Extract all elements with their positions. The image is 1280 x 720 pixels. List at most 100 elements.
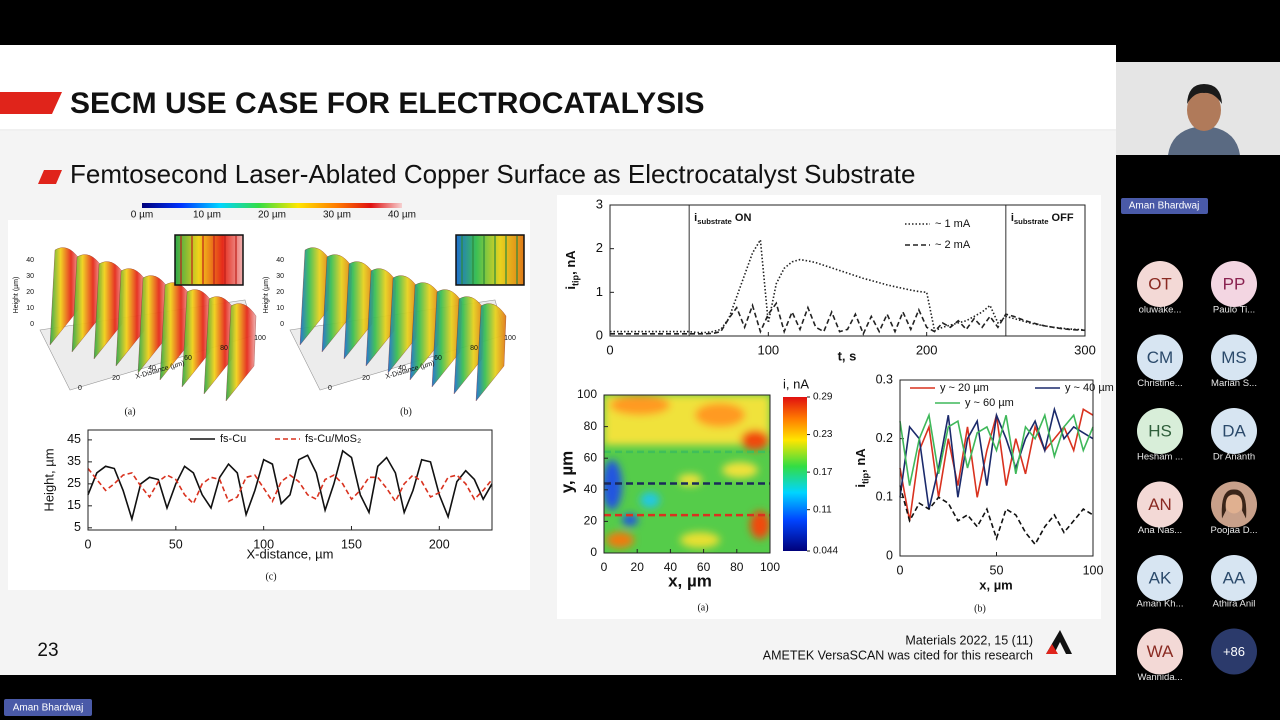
- participant-name: Hesham ...: [1137, 452, 1183, 463]
- y-tick-label: 80: [584, 419, 598, 433]
- surface-z-tick: 10: [276, 305, 284, 312]
- x-axis-label: X-distance, µm: [247, 546, 334, 561]
- surface-x-tick: 100: [504, 335, 516, 342]
- surface-ridge: [475, 303, 507, 402]
- participant-avatar[interactable]: [1211, 261, 1257, 307]
- surface-colorbar: [142, 203, 402, 208]
- video-name-tag: [1121, 198, 1208, 214]
- slide-subtitle: Femtosecond Laser-Ablated Copper Surface…: [70, 159, 915, 189]
- legend-label: y ~ 20 µm: [940, 382, 989, 394]
- participant-avatar[interactable]: [1211, 555, 1257, 601]
- y-axis-label-rest: , nA: [563, 250, 578, 275]
- y-tick-label: 0.2: [876, 431, 893, 445]
- y-axis-label: itip, nA: [563, 250, 581, 290]
- y-tick-label: 3: [596, 196, 603, 211]
- surface-z-tick: 20: [276, 289, 284, 296]
- y-axis-label: y, µm: [557, 451, 576, 494]
- surface-z-tick: 0: [280, 321, 284, 328]
- participant-avatar[interactable]: [1137, 408, 1183, 454]
- surface-z-tick: 30: [26, 273, 34, 280]
- x-tick-label: 100: [760, 560, 780, 574]
- x-tick-label: 50: [169, 537, 183, 551]
- annotation-sub: substrate: [1014, 217, 1049, 226]
- participant-initials: AA: [1223, 568, 1246, 587]
- y-tick-label: 0: [590, 545, 597, 559]
- participant-name: Christine...: [1137, 378, 1182, 389]
- series-line: [610, 301, 1086, 336]
- series-line: [899, 412, 1094, 486]
- participant-initials: DA: [1222, 421, 1246, 440]
- video-name: Aman Bhardwaj: [1129, 201, 1200, 212]
- x-tick-label: 100: [1083, 563, 1104, 577]
- y-tick-label: 1: [596, 284, 603, 299]
- surface-colorbar-label: 0 µm: [131, 210, 153, 221]
- surface-x-tick: 0: [328, 385, 332, 392]
- x-tick-label: 80: [730, 560, 744, 574]
- participant-name: Athira Anil: [1213, 599, 1256, 610]
- colorbar-tick-label: 0.29: [813, 392, 833, 403]
- participant-initials: +86: [1223, 644, 1245, 659]
- x-tick-label: 200: [916, 342, 938, 357]
- participant-avatar[interactable]: [1211, 408, 1257, 454]
- panel-label: (b): [974, 603, 986, 614]
- surface-x-tick: 60: [434, 355, 442, 362]
- surface-colorbar-label: 30 µm: [323, 210, 351, 221]
- surface-x-tick: 60: [184, 355, 192, 362]
- surface-z-tick: 0: [30, 321, 34, 328]
- slide-title: SECM USE CASE FOR ELECTROCATALYSIS: [70, 87, 705, 120]
- participant-initials: OT: [1148, 274, 1172, 293]
- y-tick-label: 0: [886, 548, 893, 562]
- participant-avatar[interactable]: [1137, 555, 1183, 601]
- y-tick-label: 0.1: [876, 490, 893, 504]
- participant-initials: MS: [1221, 348, 1247, 367]
- participant-name: Dr Ananth: [1213, 452, 1255, 463]
- y-tick-label: 0.3: [876, 372, 893, 386]
- slide-number: 23: [37, 640, 58, 661]
- x-tick-label: 0: [601, 560, 608, 574]
- participant-name: oluwake...: [1139, 305, 1182, 316]
- colorbar-tick-label: 0.17: [813, 467, 833, 478]
- surface-x-tick: 80: [220, 345, 228, 352]
- colorbar-title: i, nA: [783, 376, 809, 391]
- y-tick-label: 0: [596, 327, 603, 342]
- surface-x-tick: 20: [362, 375, 370, 382]
- x-tick-label: 40: [664, 560, 678, 574]
- video-person-body: [1168, 126, 1240, 155]
- annotation-main: i: [1011, 212, 1014, 224]
- participant-name: Wannida...: [1137, 672, 1182, 683]
- speaker-name: Aman Bhardwaj: [13, 703, 84, 714]
- surface-z-tick: 20: [26, 289, 34, 296]
- title-bar: [0, 45, 1116, 131]
- participant-avatar[interactable]: [1137, 261, 1183, 307]
- annotation: isubstrate ON: [694, 212, 751, 226]
- participant-photo-face: [1225, 491, 1243, 514]
- surface-x-tick: 40: [398, 365, 406, 372]
- participant-avatar[interactable]: [1211, 334, 1257, 381]
- participant-avatar[interactable]: [1137, 481, 1183, 528]
- participant-avatar[interactable]: [1211, 628, 1257, 675]
- bullet: [38, 170, 62, 184]
- plot-frame: [899, 379, 1094, 557]
- y-tick-label: 15: [67, 498, 81, 512]
- y-tick-label: 45: [67, 432, 81, 446]
- y-tick-label: 100: [577, 387, 597, 401]
- colorbar-tick-label: 0.23: [813, 429, 833, 440]
- colorbar-tick-label: 0.11: [813, 504, 832, 515]
- participant-photo-hair: [1221, 489, 1247, 519]
- x-tick-label: 300: [1074, 342, 1096, 357]
- x-tick-label: 200: [429, 537, 450, 551]
- y-tick-label: 40: [584, 482, 598, 496]
- participant-avatar[interactable]: [1137, 334, 1183, 381]
- x-tick-label: 150: [341, 537, 362, 551]
- participant-avatar[interactable]: [1137, 628, 1183, 675]
- logo-accent: [1046, 644, 1058, 654]
- participant-name: Aman Kh...: [1137, 599, 1184, 610]
- x-tick-label: 60: [697, 560, 711, 574]
- y-tick-label: 35: [67, 454, 81, 468]
- annotation-rest: ON: [732, 212, 752, 224]
- surface-ridge: [225, 303, 257, 402]
- annotation-sub: substrate: [697, 217, 732, 226]
- participant-name: Marian S...: [1211, 378, 1257, 389]
- y-axis-label-main: i: [563, 286, 578, 290]
